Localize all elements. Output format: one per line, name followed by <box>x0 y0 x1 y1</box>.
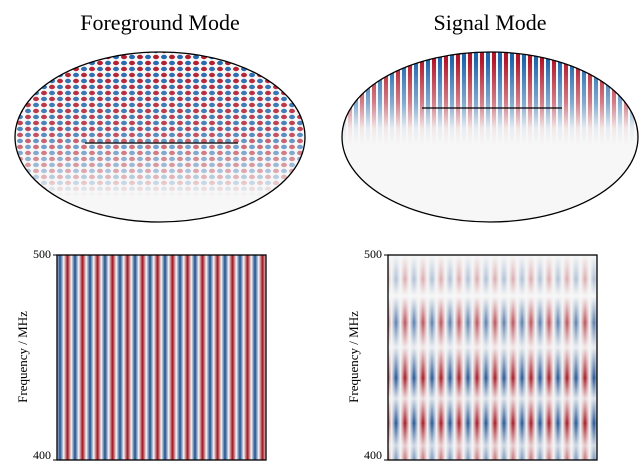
y-tick-label: 400 <box>33 448 51 462</box>
map-outline <box>341 51 639 223</box>
y-tick-label: 500 <box>364 247 382 261</box>
map-outline <box>14 51 306 223</box>
panel-title: Signal Mode <box>433 10 546 35</box>
y-axis-label: Frequency / MHz <box>15 311 30 403</box>
map-pattern <box>342 52 638 222</box>
y-tick-label: 500 <box>33 247 51 261</box>
heatmap <box>57 255 266 460</box>
y-axis-label: Frequency / MHz <box>346 311 361 403</box>
heatmap-frame <box>56 254 267 461</box>
map-pattern <box>15 52 305 222</box>
panel-title: Foreground Mode <box>80 10 239 35</box>
heatmap <box>388 255 597 460</box>
heatmap-frame <box>387 254 598 461</box>
y-tick-label: 400 <box>364 448 382 462</box>
